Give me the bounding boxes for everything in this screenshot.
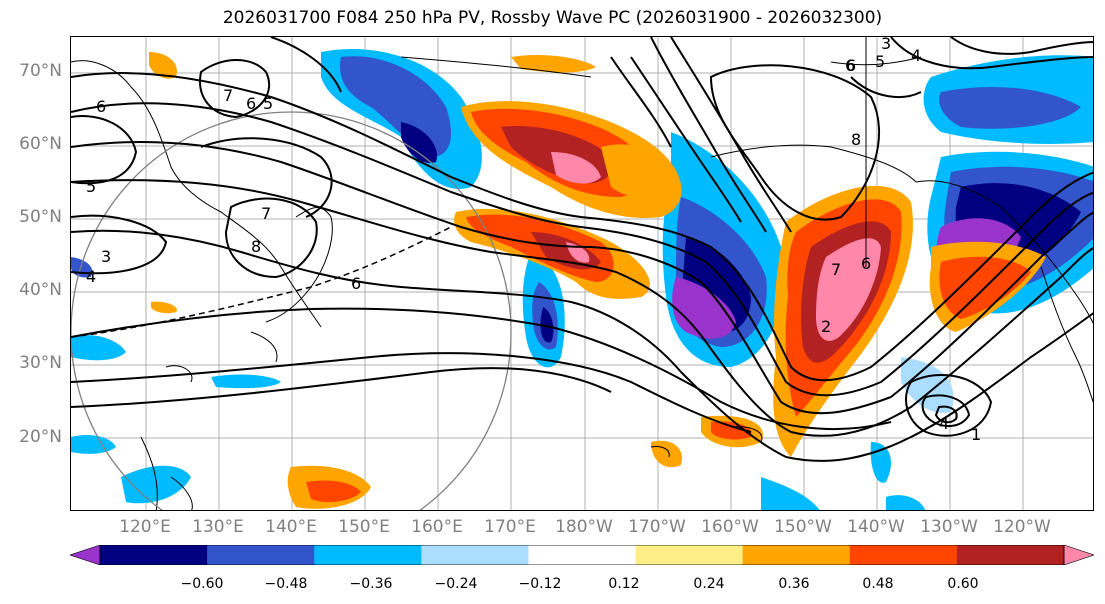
colorbar-tick: −0.60 (180, 576, 224, 592)
lat-label-30n: 30°N (19, 353, 62, 373)
contour-label: 3 (101, 247, 111, 266)
colorbar-tick: −0.12 (518, 576, 562, 592)
colorbar-segment (528, 545, 637, 565)
map-panel: 7 6 5 6 7 5 8 3 4 6 6 3 6 5 4 8 7 6 2 4 … (70, 36, 1094, 511)
colorbar (70, 545, 1094, 565)
contour-label: 3 (881, 37, 891, 53)
colorbar-segment (100, 545, 208, 565)
contour-label: 4 (911, 46, 921, 65)
positive-anomalies (149, 52, 1046, 509)
contour-label: 7 (831, 260, 841, 279)
lat-label-70n: 70°N (19, 61, 62, 81)
contour-label: 6 (351, 274, 361, 293)
contour-label: 8 (851, 130, 861, 149)
lon-label-150e: 150°E (338, 517, 390, 537)
plot-title: 2026031700 F084 250 hPa PV, Rossby Wave … (222, 8, 883, 28)
contour-label: 4 (939, 414, 949, 433)
colorbar-segment (742, 545, 851, 565)
contour-label: 6 (96, 97, 106, 116)
contour-label: 2 (821, 317, 831, 336)
contour-label: 6 (246, 94, 256, 113)
lon-label-120w: 120°W (993, 517, 1051, 537)
lat-label-20n: 20°N (19, 427, 62, 447)
lon-label-170e: 170°E (484, 517, 536, 537)
contour-label: 5 (875, 52, 885, 71)
colorbar-segment (207, 545, 315, 565)
contour-label: 8 (251, 237, 261, 256)
contour-label: 6 (845, 56, 855, 75)
contour-lines (71, 37, 1093, 462)
colorbar-tick: 0.36 (778, 576, 810, 592)
region-circle (71, 111, 512, 510)
colorbar-extend-high (1063, 545, 1094, 565)
colorbar-extend-low (70, 545, 101, 565)
lon-label-130e: 130°E (192, 517, 244, 537)
lon-label-140e: 140°E (265, 517, 317, 537)
colorbar-segment (849, 545, 958, 565)
colorbar-segment (314, 545, 422, 565)
dashed-contour (71, 226, 452, 338)
lon-label-150w: 150°W (774, 517, 832, 537)
lon-label-130w: 130°W (920, 517, 978, 537)
lon-label-160e: 160°E (411, 517, 463, 537)
colorbar-tick: 0.60 (947, 576, 979, 592)
colorbar-segment (421, 545, 529, 565)
contour-labels: 7 6 5 6 7 5 8 3 4 6 6 3 6 5 4 8 7 6 2 4 … (86, 37, 981, 444)
contour-label: 7 (261, 204, 271, 223)
contour-label: 5 (86, 177, 96, 196)
contour-label: 1 (971, 425, 981, 444)
lon-label-180w: 180°W (555, 517, 613, 537)
contour-label: 5 (263, 94, 273, 113)
colorbar-tick: −0.24 (434, 576, 478, 592)
lat-label-60n: 60°N (19, 134, 62, 154)
lon-label-170w: 170°W (628, 517, 686, 537)
colorbar-tick: 0.12 (608, 576, 640, 592)
coastlines (71, 37, 1093, 510)
lat-label-50n: 50°N (19, 207, 62, 227)
lon-label-120e: 120°E (119, 517, 171, 537)
lat-label-40n: 40°N (19, 280, 62, 300)
colorbar-segment (956, 545, 1065, 565)
colorbar-tick: −0.36 (349, 576, 393, 592)
contour-label: 6 (861, 254, 871, 273)
contour-label: 7 (223, 86, 233, 105)
colorbar-tick: −0.48 (264, 576, 308, 592)
colorbar-tick: 0.48 (862, 576, 894, 592)
colorbar-segment (635, 545, 744, 565)
negative-anomalies (71, 49, 1093, 510)
contour-label: 6 (846, 56, 856, 75)
colorbar-outline (99, 545, 1065, 565)
colorbar-tick: 0.24 (693, 576, 725, 592)
lon-label-140w: 140°W (847, 517, 905, 537)
map-canvas: 7 6 5 6 7 5 8 3 4 6 6 3 6 5 4 8 7 6 2 4 … (71, 37, 1093, 510)
lon-label-160w: 160°W (701, 517, 759, 537)
contour-label: 4 (86, 267, 96, 286)
